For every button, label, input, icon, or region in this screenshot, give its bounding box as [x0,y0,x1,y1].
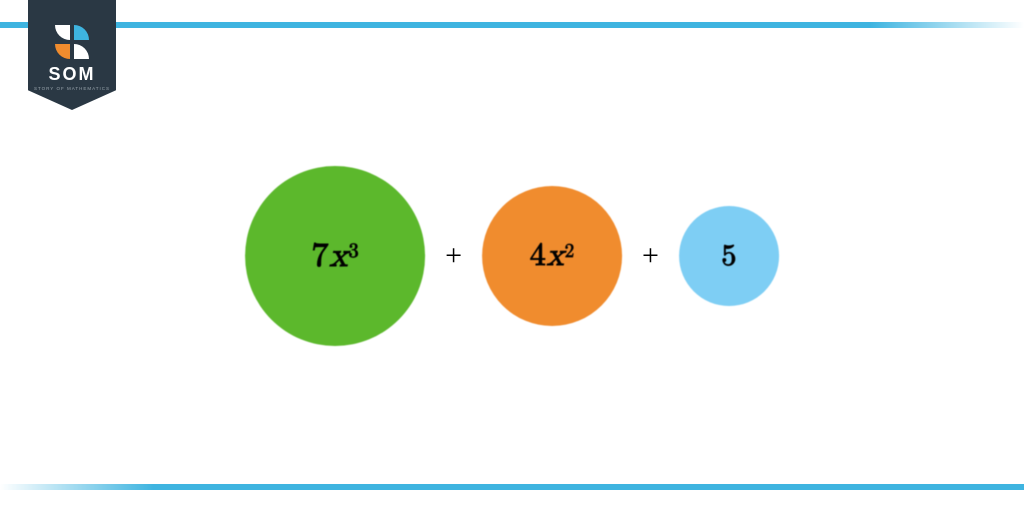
term-circle-3: 5 [679,206,779,306]
term-circle-1: 7x3 [245,166,425,346]
logo-text: SOM [48,65,95,83]
term-3: 5 [721,238,736,274]
polynomial-expression: 7x3 + 4x2 + 5 [245,166,779,346]
term-2: 4x2 [530,237,575,275]
logo-badge: SOM STORY OF MATHEMATICS [28,0,116,110]
term-circle-2: 4x2 [482,186,622,326]
operator-plus-1: + [445,239,462,273]
term-1: 7x3 [312,236,359,277]
operator-plus-2: + [642,239,659,273]
top-border [0,22,1024,28]
logo-icon [55,25,89,59]
bottom-border [0,484,1024,490]
logo-subtitle: STORY OF MATHEMATICS [34,86,110,91]
